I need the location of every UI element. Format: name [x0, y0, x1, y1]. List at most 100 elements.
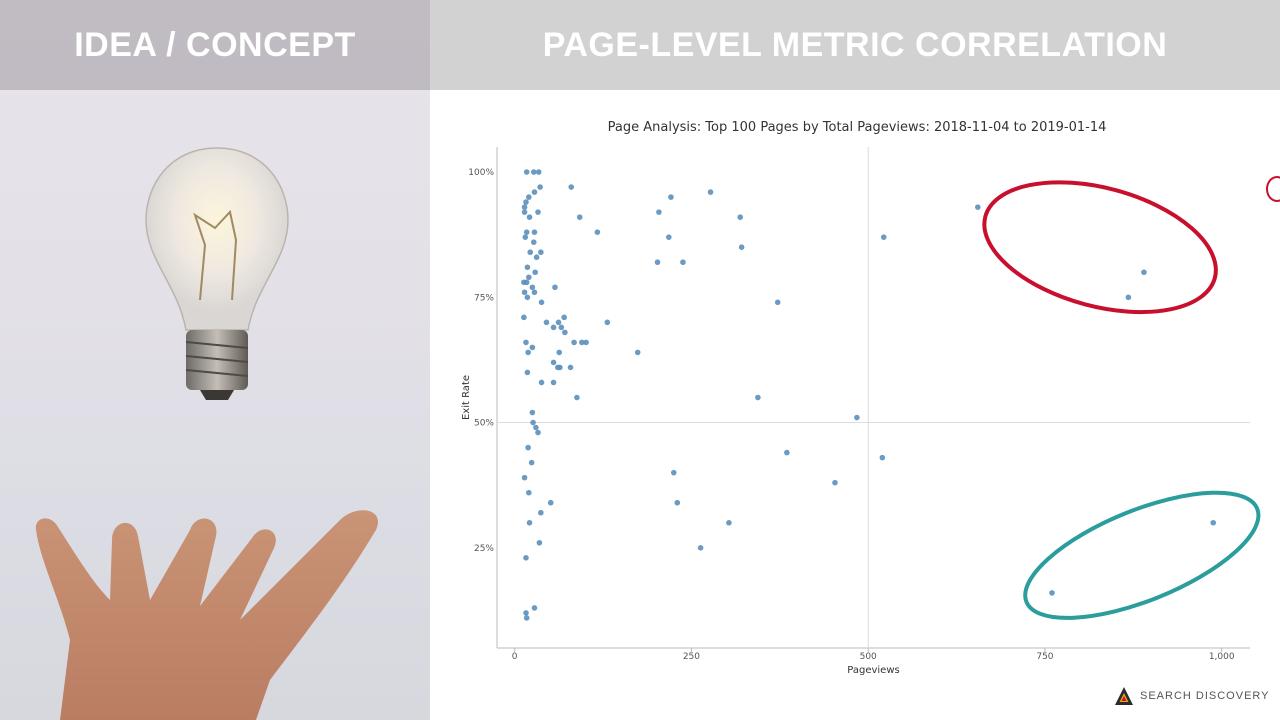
data-point: [538, 509, 544, 516]
x-tick-label: 250: [683, 652, 700, 662]
data-point: [523, 199, 529, 205]
x-axis-label: Pageviews: [847, 665, 899, 676]
data-point: [533, 424, 539, 431]
data-point: [523, 610, 529, 616]
data-point: [670, 469, 677, 476]
data-point: [854, 414, 860, 421]
data-point: [552, 284, 558, 291]
data-point: [523, 339, 529, 346]
data-point: [879, 454, 886, 461]
data-point: [529, 344, 536, 351]
data-point: [680, 259, 686, 266]
y-tick-label: 100%: [468, 168, 494, 178]
x-tick-label: 1,000: [1209, 652, 1235, 662]
data-point: [521, 204, 528, 210]
data-point: [738, 244, 745, 250]
search-discovery-logo: [1115, 687, 1133, 705]
data-point: [531, 289, 538, 296]
data-point: [656, 209, 662, 215]
data-point: [530, 419, 536, 426]
data-point: [531, 605, 538, 611]
data-point: [974, 204, 981, 210]
data-point: [571, 339, 577, 346]
data-point: [697, 545, 704, 551]
data-point: [523, 229, 530, 235]
data-point: [1141, 269, 1147, 276]
data-point: [547, 499, 554, 506]
slide-edge-marker: [1266, 176, 1280, 202]
data-point: [550, 324, 557, 331]
data-point: [737, 214, 744, 220]
data-point: [550, 379, 557, 386]
data-point: [562, 329, 568, 336]
hand-icon: [35, 510, 378, 720]
data-point: [634, 349, 641, 356]
data-point: [531, 189, 538, 195]
y-tick-label: 75%: [474, 293, 494, 303]
data-point: [832, 479, 838, 486]
data-point: [526, 274, 532, 281]
data-point: [558, 324, 565, 331]
right-header: PAGE-LEVEL METRIC CORRELATION: [430, 0, 1280, 90]
data-point: [537, 184, 543, 190]
data-point: [523, 279, 530, 286]
data-point: [530, 239, 537, 245]
data-point: [668, 194, 674, 200]
chart-title: Page Analysis: Top 100 Pages by Total Pa…: [607, 120, 1107, 135]
data-point: [533, 254, 540, 261]
data-point: [557, 364, 563, 371]
data-point: [550, 359, 557, 366]
data-point: [604, 319, 611, 326]
highlight-ellipse-high-exit: [982, 180, 1218, 315]
data-point: [535, 169, 542, 175]
data-point: [521, 289, 528, 296]
data-point: [530, 169, 537, 175]
data-point: [707, 189, 714, 195]
data-point: [674, 499, 681, 506]
data-point: [538, 249, 544, 256]
data-point: [535, 429, 541, 436]
concept-image-panel: IDEA / CONCEPT: [0, 0, 430, 720]
left-title: IDEA / CONCEPT: [74, 25, 356, 64]
data-point: [1049, 590, 1055, 596]
data-point: [574, 394, 580, 401]
data-point: [579, 339, 585, 346]
chart-panel: Page Analysis: Top 100 Pages by Total Pa…: [430, 90, 1280, 720]
data-point: [522, 234, 529, 240]
data-point: [521, 314, 527, 321]
data-point: [527, 249, 534, 256]
data-point: [543, 319, 550, 326]
data-point: [524, 369, 531, 376]
data-point: [523, 615, 530, 621]
data-point: [526, 489, 532, 496]
data-point: [521, 209, 528, 215]
data-point: [538, 299, 545, 306]
data-point: [532, 269, 538, 276]
scatter-chart: 0 250 500 750 1,000 25% 50% 75% 100% Pageviews Exi…: [461, 147, 1261, 676]
data-point: [524, 294, 531, 301]
data-point: [567, 364, 574, 371]
data-point: [784, 449, 790, 456]
data-point: [654, 259, 661, 266]
data-point: [525, 444, 531, 451]
data-point: [529, 409, 536, 416]
data-point: [583, 339, 589, 346]
data-point: [556, 349, 563, 356]
concept-illustration: [35, 147, 378, 720]
data-point: [576, 214, 583, 220]
data-point: [1125, 294, 1132, 301]
y-tick-label: 25%: [474, 544, 494, 554]
highlight-ellipse-low-exit: [1023, 490, 1261, 620]
footer-brand-text: SEARCH DISCOVERY: [1140, 690, 1270, 702]
data-point: [561, 314, 567, 321]
y-tick-label: 50%: [474, 419, 494, 429]
data-point: [594, 229, 601, 235]
lightbulb-icon: [145, 147, 289, 400]
data-point: [523, 555, 529, 561]
y-axis-label: Exit Rate: [461, 375, 472, 420]
data-point: [666, 234, 672, 240]
left-header: IDEA / CONCEPT: [0, 0, 430, 90]
data-point: [880, 234, 887, 240]
x-tick-label: 750: [1036, 652, 1053, 662]
data-point: [521, 474, 528, 481]
